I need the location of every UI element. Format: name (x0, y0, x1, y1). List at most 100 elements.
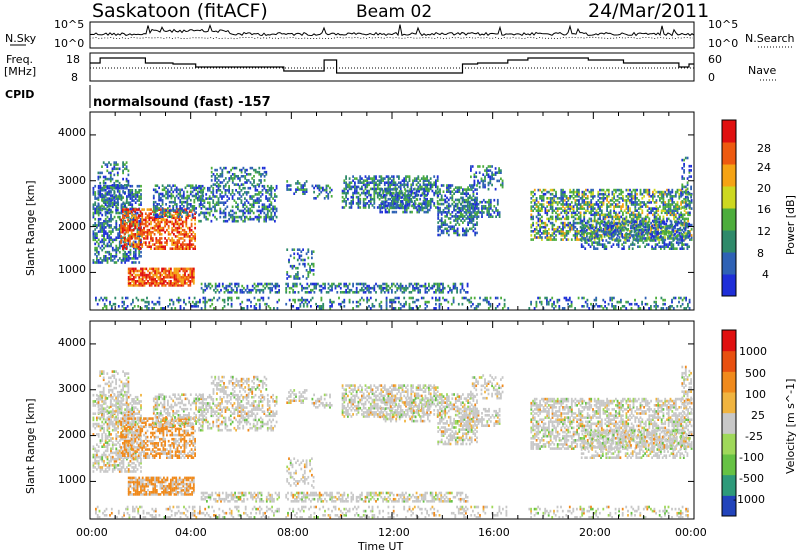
power-cell (622, 213, 624, 217)
power-cell (660, 224, 662, 228)
power-cell (600, 243, 602, 246)
power-cell (679, 247, 682, 250)
power-cell (175, 207, 178, 210)
power-cell (171, 273, 174, 277)
power-cell (662, 215, 665, 219)
power-cell (585, 203, 587, 206)
power-cell (383, 193, 386, 197)
power-cell (375, 187, 377, 191)
power-cell (389, 197, 391, 201)
power-cell (537, 211, 540, 215)
power-cell (163, 280, 165, 283)
power-cell (152, 277, 155, 281)
power-cell (633, 222, 636, 226)
power-cell (653, 217, 656, 221)
power-cell (139, 226, 142, 230)
power-cell (548, 236, 550, 239)
power-cell (549, 199, 552, 202)
power-cell (123, 208, 126, 211)
power-cell (163, 277, 165, 281)
power-cell (680, 203, 682, 206)
power-cell (551, 228, 554, 231)
power-cell (421, 202, 424, 206)
power-cell (668, 235, 671, 238)
power-cell (150, 284, 153, 287)
power-cell (582, 230, 585, 234)
power-cell (130, 220, 133, 224)
power-cell (477, 215, 480, 218)
power-cell (602, 228, 605, 231)
power-cell (563, 234, 566, 237)
power-cell (150, 235, 152, 238)
power-cell (544, 188, 547, 192)
power-cell (96, 255, 98, 258)
power-cell (210, 209, 213, 213)
power-cell (174, 188, 176, 192)
power-cell (591, 237, 594, 240)
power-cell (143, 280, 146, 283)
power-cell (103, 205, 105, 209)
power-cell (122, 210, 124, 213)
power-cell (153, 224, 156, 228)
power-cell (681, 241, 683, 244)
power-cell (125, 214, 128, 217)
power-cell (189, 192, 192, 196)
power-cell (539, 209, 541, 212)
power-cell (316, 184, 319, 188)
power-cell (611, 190, 614, 194)
power-cell (101, 248, 104, 252)
power-cell (689, 211, 691, 215)
power-cell (210, 166, 213, 170)
power-cell (178, 284, 181, 287)
power-cell (122, 171, 124, 175)
power-cell (188, 203, 190, 206)
power-cell (173, 222, 175, 226)
power-cell (472, 215, 475, 218)
power-cell (160, 192, 162, 196)
power-cell (680, 211, 682, 215)
power-cell (123, 243, 126, 246)
power-cell (680, 215, 682, 219)
power-cell (178, 267, 181, 271)
power-cell (426, 177, 428, 180)
power-cell (97, 192, 100, 195)
power-cell (140, 267, 142, 271)
power-cell (671, 211, 674, 215)
power-cell (592, 219, 594, 223)
power-cell (167, 207, 169, 210)
power-cell (603, 235, 606, 238)
power-cell (134, 201, 137, 204)
power-cell (627, 199, 630, 202)
power-cell (653, 239, 655, 242)
power-cell (252, 203, 255, 206)
power-cell (460, 196, 462, 200)
power-cell (667, 192, 670, 196)
power-cell (113, 181, 116, 185)
power-cell (394, 181, 397, 184)
power-cell (174, 245, 177, 248)
power-cell (680, 207, 682, 210)
power-cell (560, 234, 563, 237)
power-cell (474, 213, 477, 216)
power-cell (488, 203, 490, 206)
power-cell (660, 197, 663, 200)
power-cell (654, 220, 657, 224)
power-cell (300, 188, 303, 191)
power-cell (127, 215, 130, 219)
power-cell (465, 198, 467, 202)
power-cell (613, 188, 615, 192)
power-cell (124, 240, 126, 244)
power-cell (609, 215, 612, 219)
power-cell (654, 235, 657, 238)
power-cell (565, 195, 568, 198)
power-cell (198, 190, 201, 194)
power-cell (366, 177, 369, 180)
power-cell (108, 171, 110, 175)
power-cell (96, 261, 98, 264)
power-cell (618, 197, 621, 200)
power-cell (97, 186, 100, 190)
power-cell (495, 207, 497, 210)
power-cell (630, 203, 633, 206)
power-cell (572, 225, 575, 229)
power-cell (115, 194, 117, 197)
